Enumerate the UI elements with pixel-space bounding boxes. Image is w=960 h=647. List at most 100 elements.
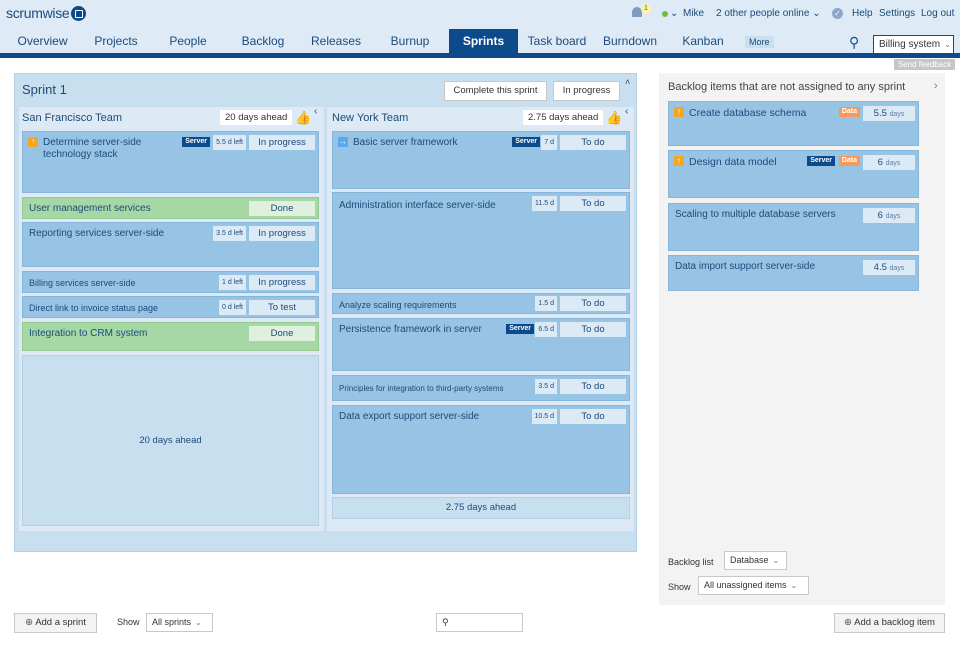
complete-sprint-button[interactable]: Complete this sprint (444, 81, 547, 101)
tab-projects[interactable]: Projects (94, 34, 138, 48)
estimate[interactable]: 5.5 days (863, 106, 915, 121)
sprint-status-select[interactable]: In progress (553, 81, 620, 101)
sprint-item[interactable]: → Basic server framework Server 7 d To d… (332, 131, 630, 189)
tag: Data (838, 156, 860, 166)
online-status-icon (662, 11, 668, 17)
more-button[interactable]: More (745, 36, 774, 48)
status-select[interactable]: Done (249, 326, 315, 341)
estimate-unit: days (889, 265, 905, 272)
plus-circle-icon: ⊕ (25, 617, 34, 628)
estimate[interactable]: 4.5 days (863, 260, 915, 275)
tab-kanban[interactable]: Kanban (682, 34, 724, 48)
logo-text: scrumwise (6, 5, 70, 21)
estimate: 1.5 d (535, 296, 557, 311)
sprint-item[interactable]: User management services Done (22, 197, 319, 219)
tab-overview[interactable]: Overview (17, 34, 68, 48)
sprint-item[interactable]: Integration to CRM system Done (22, 322, 319, 351)
sprint-item[interactable]: Data export support server-side 10.5 d T… (332, 405, 630, 494)
status-select[interactable]: To do (560, 196, 626, 211)
estimate[interactable]: 6 days (863, 208, 915, 223)
item-title: Reporting services server-side (29, 228, 165, 239)
help-link[interactable]: Help (852, 8, 873, 19)
status-select[interactable]: Done (249, 201, 315, 216)
priority-up-icon: ↑ (674, 156, 684, 166)
chevron-left-icon[interactable]: ‹ (314, 106, 318, 117)
tab-burndown[interactable]: Burndown (602, 34, 658, 48)
sprint-filter-select[interactable]: All sprints ⌄ (146, 613, 213, 632)
estimate-value: 6 (877, 210, 883, 221)
tag: Server (506, 324, 534, 334)
team-ahead-badge: 2.75 days ahead (523, 110, 604, 125)
backlog-show-select[interactable]: All unassigned items ⌄ (698, 576, 809, 595)
priority-up-icon: ↑ (28, 137, 38, 147)
status-select[interactable]: To do (560, 135, 626, 150)
sprint-item[interactable]: Analyze scaling requirements 1.5 d To do (332, 293, 630, 314)
chevron-down-icon[interactable]: ⌄ (670, 8, 679, 19)
status-select[interactable]: In progress (249, 135, 315, 150)
logout-link[interactable]: Log out (921, 8, 955, 19)
chevron-down-icon: ⌄ (772, 556, 780, 565)
tab-people[interactable]: People (169, 34, 207, 48)
status-select[interactable]: In progress (249, 275, 315, 290)
sprint-item[interactable]: Billing services server-side 1 d left In… (22, 271, 319, 293)
online-people-menu[interactable]: 2 other people online ⌄ (716, 8, 821, 19)
sprint-item[interactable]: Administration interface server-side 11.… (332, 192, 630, 289)
search-input[interactable]: ⚲ (436, 613, 523, 632)
sprint-item[interactable]: Principles for integration to third-part… (332, 375, 630, 401)
notification-badge: 1 (641, 4, 651, 14)
chevron-right-icon[interactable]: › (934, 80, 938, 92)
backlog-item[interactable]: Data import support server-side 4.5 days (668, 255, 919, 291)
backlog-list-label: Backlog list (668, 557, 714, 567)
add-backlog-item-label: Add a backlog item (854, 617, 935, 628)
tab-releases[interactable]: Releases (310, 34, 362, 48)
backlog-item[interactable]: ↑ Design data model Server Data 6 days (668, 150, 919, 198)
estimate-unit: days (885, 160, 901, 167)
settings-link[interactable]: Settings (879, 8, 916, 19)
tab-burnup[interactable]: Burnup (390, 34, 430, 48)
item-title: Integration to CRM system (29, 328, 148, 339)
user-menu[interactable]: Mike (683, 8, 705, 19)
search-icon[interactable]: ⚲ (849, 34, 860, 50)
add-sprint-button[interactable]: ⊕ Add a sprint (14, 613, 97, 633)
status-select[interactable]: To do (560, 322, 626, 337)
item-title: Administration interface server-side (339, 200, 496, 211)
tag: Server (512, 137, 540, 147)
add-backlog-item-button[interactable]: ⊕ Add a backlog item (834, 613, 945, 633)
status-select[interactable]: To test (249, 300, 315, 315)
backlog-title: Backlog items that are not assigned to a… (668, 81, 906, 93)
backlog-item[interactable]: ↑ Create database schema Data 5.5 days (668, 101, 919, 146)
priority-up-icon: ↑ (674, 107, 684, 117)
bell-icon[interactable] (632, 7, 642, 17)
logo[interactable]: scrumwise (6, 5, 87, 21)
backlog-item[interactable]: Scaling to multiple database servers 6 d… (668, 203, 919, 251)
project-select[interactable]: Billing system ⌄ (873, 35, 954, 54)
chevron-down-icon: ⌄ (944, 40, 951, 49)
estimate-unit: days (885, 213, 901, 220)
estimate[interactable]: 6 days (863, 155, 915, 170)
backlog-list-select[interactable]: Database ⌄ (724, 551, 787, 570)
tab-task-board[interactable]: Task board (527, 34, 587, 48)
nav-underline (0, 53, 960, 58)
chevron-left-icon[interactable]: ‹ (625, 106, 629, 117)
status-select[interactable]: To do (560, 296, 626, 311)
collapse-icon[interactable]: ˄ (625, 77, 631, 87)
item-title: Data import support server-side (675, 261, 816, 272)
estimate: 3.5 d (535, 379, 557, 394)
tab-sprints[interactable]: Sprints (449, 29, 518, 53)
status-select[interactable]: To do (560, 379, 626, 394)
sprint-item[interactable]: Direct link to invoice status page 0 d l… (22, 296, 319, 318)
tab-backlog[interactable]: Backlog (241, 34, 285, 48)
estimate-value: 5.5 (873, 108, 887, 119)
sprint-item[interactable]: Reporting services server-side 3.5 d lef… (22, 222, 319, 267)
tag: Data (838, 107, 860, 117)
priority-arrow-right-icon: → (338, 137, 348, 147)
check-icon[interactable]: ✓ (832, 8, 843, 19)
send-feedback-button[interactable]: Send feedback (894, 59, 955, 70)
plus-circle-icon: ⊕ (844, 617, 853, 628)
sprint-item[interactable]: Persistence framework in server Server 6… (332, 318, 630, 371)
status-select[interactable]: To do (560, 409, 626, 424)
item-title: Billing services server-side (29, 278, 136, 288)
estimate: 7 d (541, 135, 557, 150)
sprint-item[interactable]: ↑ Determine server-side technology stack… (22, 131, 319, 193)
status-select[interactable]: In progress (249, 226, 315, 241)
